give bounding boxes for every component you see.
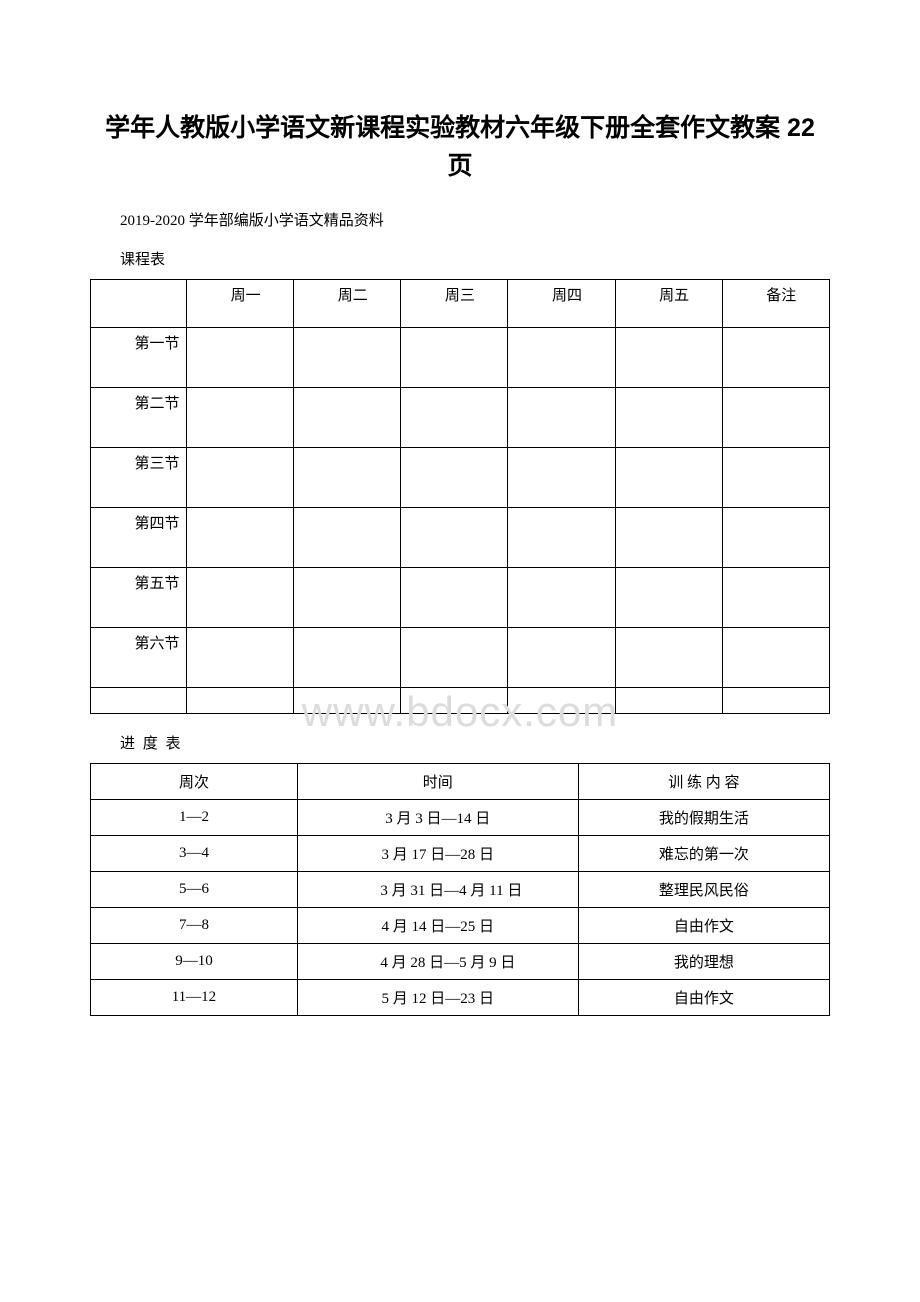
progress-table: 周次 时间 训 练 内 容 1—2 3 月 3 日—14 日 我的假期生活 3—… <box>90 763 830 1016</box>
schedule-header-cell: 周三 <box>401 280 508 328</box>
progress-time-cell: 4 月 14 日—25 日 <box>297 908 578 944</box>
progress-time-cell: 4 月 28 日—5 月 9 日 <box>297 944 578 980</box>
schedule-cell <box>508 568 615 628</box>
schedule-header-cell: 备注 <box>722 280 829 328</box>
progress-time-cell: 3 月 31 日—4 月 11 日 <box>297 872 578 908</box>
table-row: 7—8 4 月 14 日—25 日 自由作文 <box>91 908 830 944</box>
schedule-cell <box>508 448 615 508</box>
schedule-cell <box>615 328 722 388</box>
schedule-cell <box>187 508 294 568</box>
schedule-cell <box>722 328 829 388</box>
schedule-cell <box>508 508 615 568</box>
progress-content-cell: 我的假期生活 <box>578 800 829 836</box>
table-row: 5—6 3 月 31 日—4 月 11 日 整理民风民俗 <box>91 872 830 908</box>
table-row: 周一 周二 周三 周四 周五 备注 <box>91 280 830 328</box>
table-row: 第一节 <box>91 328 830 388</box>
schedule-cell <box>187 688 294 714</box>
schedule-cell <box>615 628 722 688</box>
progress-content-cell: 整理民风民俗 <box>578 872 829 908</box>
schedule-cell <box>187 328 294 388</box>
schedule-cell <box>508 328 615 388</box>
progress-header-cell: 时间 <box>297 764 578 800</box>
schedule-cell <box>294 508 401 568</box>
progress-time-cell: 3 月 3 日—14 日 <box>297 800 578 836</box>
schedule-cell <box>294 448 401 508</box>
schedule-table: 周一 周二 周三 周四 周五 备注 第一节 第二节 第三节 第四节 <box>90 279 830 714</box>
schedule-header-cell: 周四 <box>508 280 615 328</box>
schedule-header-cell: 周二 <box>294 280 401 328</box>
document-title: 学年人教版小学语文新课程实验教材六年级下册全套作文教案 22 页 <box>90 110 830 185</box>
schedule-cell <box>187 388 294 448</box>
schedule-header-cell <box>91 280 187 328</box>
schedule-period-cell: 第四节 <box>91 508 187 568</box>
schedule-cell <box>401 448 508 508</box>
progress-week-cell: 5—6 <box>91 872 298 908</box>
schedule-cell <box>294 628 401 688</box>
schedule-cell <box>615 448 722 508</box>
subtitle-text: 2019-2020 学年部编版小学语文精品资料 <box>90 209 830 230</box>
schedule-cell <box>508 628 615 688</box>
table-row: 第六节 <box>91 628 830 688</box>
schedule-cell <box>294 568 401 628</box>
progress-time-cell: 5 月 12 日—23 日 <box>297 980 578 1016</box>
schedule-cell <box>722 628 829 688</box>
schedule-cell <box>401 568 508 628</box>
schedule-cell <box>294 688 401 714</box>
schedule-cell <box>508 688 615 714</box>
schedule-cell <box>294 388 401 448</box>
table-row: 第二节 <box>91 388 830 448</box>
schedule-cell <box>722 388 829 448</box>
schedule-cell <box>401 328 508 388</box>
schedule-cell <box>401 688 508 714</box>
progress-week-cell: 9—10 <box>91 944 298 980</box>
schedule-cell <box>722 448 829 508</box>
schedule-header-cell: 周一 <box>187 280 294 328</box>
progress-week-cell: 1—2 <box>91 800 298 836</box>
progress-week-cell: 11—12 <box>91 980 298 1016</box>
schedule-cell <box>187 568 294 628</box>
progress-header-cell: 周次 <box>91 764 298 800</box>
schedule-period-cell: 第三节 <box>91 448 187 508</box>
table-row: 第三节 <box>91 448 830 508</box>
schedule-cell <box>401 628 508 688</box>
schedule-header-cell: 周五 <box>615 280 722 328</box>
schedule-section-label: 课程表 <box>90 248 830 269</box>
schedule-cell <box>615 688 722 714</box>
progress-week-cell: 3—4 <box>91 836 298 872</box>
schedule-cell <box>187 628 294 688</box>
progress-content-cell: 自由作文 <box>578 980 829 1016</box>
progress-content-cell: 自由作文 <box>578 908 829 944</box>
table-row: 第四节 <box>91 508 830 568</box>
schedule-period-cell: 第五节 <box>91 568 187 628</box>
schedule-cell <box>508 388 615 448</box>
progress-content-cell: 难忘的第一次 <box>578 836 829 872</box>
progress-week-cell: 7—8 <box>91 908 298 944</box>
table-row: 第五节 <box>91 568 830 628</box>
table-row: 9—10 4 月 28 日—5 月 9 日 我的理想 <box>91 944 830 980</box>
schedule-cell <box>401 508 508 568</box>
table-row <box>91 688 830 714</box>
schedule-cell <box>294 328 401 388</box>
schedule-cell <box>187 448 294 508</box>
schedule-period-cell: 第六节 <box>91 628 187 688</box>
schedule-period-cell <box>91 688 187 714</box>
table-row: 周次 时间 训 练 内 容 <box>91 764 830 800</box>
schedule-period-cell: 第二节 <box>91 388 187 448</box>
progress-content-cell: 我的理想 <box>578 944 829 980</box>
schedule-cell <box>615 508 722 568</box>
schedule-cell <box>722 568 829 628</box>
table-row: 11—12 5 月 12 日—23 日 自由作文 <box>91 980 830 1016</box>
schedule-cell <box>401 388 508 448</box>
schedule-period-cell: 第一节 <box>91 328 187 388</box>
progress-time-cell: 3 月 17 日—28 日 <box>297 836 578 872</box>
schedule-cell <box>615 388 722 448</box>
schedule-cell <box>722 688 829 714</box>
schedule-cell <box>615 568 722 628</box>
table-row: 1—2 3 月 3 日—14 日 我的假期生活 <box>91 800 830 836</box>
progress-header-cell: 训 练 内 容 <box>578 764 829 800</box>
progress-section-label: 进 度 表 <box>90 732 830 753</box>
table-row: 3—4 3 月 17 日—28 日 难忘的第一次 <box>91 836 830 872</box>
schedule-cell <box>722 508 829 568</box>
